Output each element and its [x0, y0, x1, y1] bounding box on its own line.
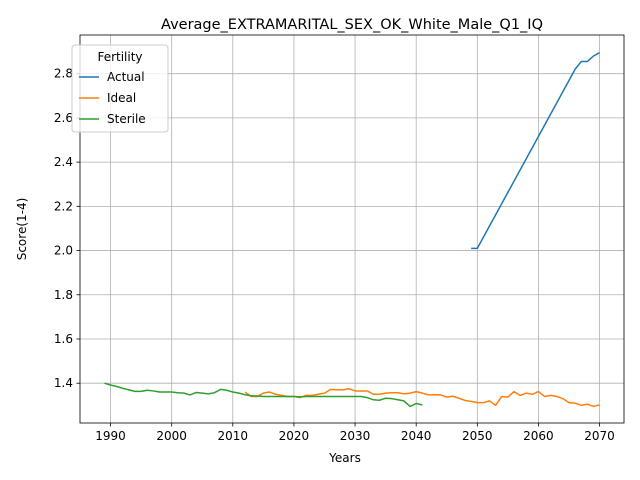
y-axis-label: Score(1-4) — [15, 198, 29, 261]
legend-label-sterile: Sterile — [107, 112, 146, 126]
x-tick-label: 2070 — [584, 429, 615, 443]
y-tick-label: 2.0 — [54, 244, 73, 258]
y-tick-label: 2.6 — [54, 111, 73, 125]
y-tick-label: 2.4 — [54, 155, 73, 169]
x-tick-label: 2010 — [218, 429, 249, 443]
y-tick-label: 1.6 — [54, 332, 73, 346]
legend-box — [71, 44, 169, 133]
x-axis-ticks: 1990 2000 2010 2020 2030 2040 2050 2060 2070 — [95, 423, 615, 443]
grid — [80, 35, 624, 423]
plot-frame — [79, 34, 625, 424]
x-tick-label: 2060 — [523, 429, 554, 443]
y-tick-label: 2.8 — [54, 67, 73, 81]
x-tick-label: 2040 — [401, 429, 432, 443]
x-axis-label: Years — [328, 451, 361, 465]
x-tick-label: 2050 — [462, 429, 493, 443]
y-tick-label: 1.8 — [54, 288, 73, 302]
x-tick-label: 2020 — [279, 429, 310, 443]
chart-title: Average_EXTRAMARITAL_SEX_OK_White_Male_Q… — [161, 17, 543, 33]
series-line-actual — [471, 52, 600, 250]
legend-title: Fertility — [97, 50, 142, 64]
x-tick-label: 2000 — [156, 429, 187, 443]
y-tick-label: 1.4 — [54, 376, 73, 390]
legend-label-ideal: Ideal — [107, 91, 136, 105]
series-line-ideal — [244, 387, 600, 408]
legend-label-actual: Actual — [107, 70, 145, 84]
x-tick-label: 1990 — [95, 429, 126, 443]
series-lines — [104, 52, 600, 408]
legend: Fertility Actual Ideal Sterile — [71, 44, 169, 133]
y-tick-label: 2.2 — [54, 199, 73, 213]
x-tick-label: 2030 — [340, 429, 371, 443]
y-axis-ticks: 1.4 1.6 1.8 2.0 2.2 2.4 2.6 2.8 — [54, 67, 80, 390]
series-line-sterile — [104, 382, 423, 408]
